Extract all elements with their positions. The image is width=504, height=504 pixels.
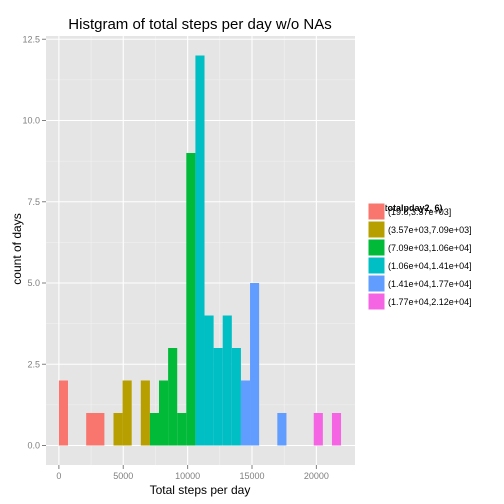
histogram-bar xyxy=(313,413,323,446)
legend-swatch xyxy=(368,221,385,238)
legend-label: (19.8,3.57e+03] xyxy=(388,207,451,217)
histogram-bar xyxy=(86,413,105,446)
y-tick-label: 10.0 xyxy=(22,116,40,126)
legend-swatch xyxy=(368,275,385,292)
histogram-bar xyxy=(58,380,68,446)
y-tick-label: 2.5 xyxy=(27,359,40,369)
x-tick-label: 5000 xyxy=(113,471,133,481)
histogram-bar xyxy=(250,283,260,446)
histogram-bar xyxy=(122,380,132,446)
x-tick-label: 20000 xyxy=(304,471,329,481)
histogram-bar xyxy=(231,348,241,446)
histogram-bar xyxy=(159,380,169,446)
histogram-bar xyxy=(213,348,223,446)
legend-label: (1.41e+04,1.77e+04] xyxy=(388,279,472,289)
legend-label: (3.57e+03,7.09e+03] xyxy=(388,225,472,235)
legend-swatch xyxy=(368,203,385,220)
y-tick-label: 0.0 xyxy=(27,441,40,451)
histogram-bar xyxy=(222,315,232,446)
x-tick-label: 0 xyxy=(56,471,61,481)
legend-swatch xyxy=(368,239,385,256)
histogram-bar xyxy=(177,413,187,446)
x-tick-label: 10000 xyxy=(175,471,200,481)
y-axis-title: count of days xyxy=(10,213,24,284)
histogram-bar xyxy=(113,413,123,446)
x-tick-label: 15000 xyxy=(239,471,264,481)
x-axis-title: Total steps per day xyxy=(150,483,251,497)
histogram-bar xyxy=(186,153,196,446)
plot-area: 0 5000 10000 15000 20000 0.0 2.5 5.0 7.5 10.0 12.5 xyxy=(22,34,355,481)
y-tick-label: 7.5 xyxy=(27,197,40,207)
legend-label: (1.77e+04,2.12e+04] xyxy=(388,297,472,307)
y-tick-label: 12.5 xyxy=(22,34,40,44)
chart-title: Histgram of total steps per day w/o NAs xyxy=(68,16,331,33)
histogram-bar xyxy=(140,380,150,446)
histogram-bar xyxy=(204,315,214,446)
legend: cut(totalpday2, 6) (19.8,3.57e+03] (3.57e… xyxy=(367,202,472,311)
legend-label: (1.06e+04,1.41e+04] xyxy=(388,261,472,271)
legend-label: (7.09e+03,1.06e+04] xyxy=(388,243,472,253)
histogram-bar xyxy=(277,413,287,446)
histogram-bar xyxy=(149,413,160,446)
histogram-bar xyxy=(168,348,178,446)
histogram-bar xyxy=(240,380,251,446)
histogram-bar xyxy=(331,413,342,446)
legend-title: cut(totalpday2, 6) xyxy=(368,203,443,213)
legend-swatch xyxy=(368,293,385,310)
legend-swatch xyxy=(368,257,385,274)
histogram-bar xyxy=(195,55,205,446)
y-tick-label: 5.0 xyxy=(27,278,40,288)
